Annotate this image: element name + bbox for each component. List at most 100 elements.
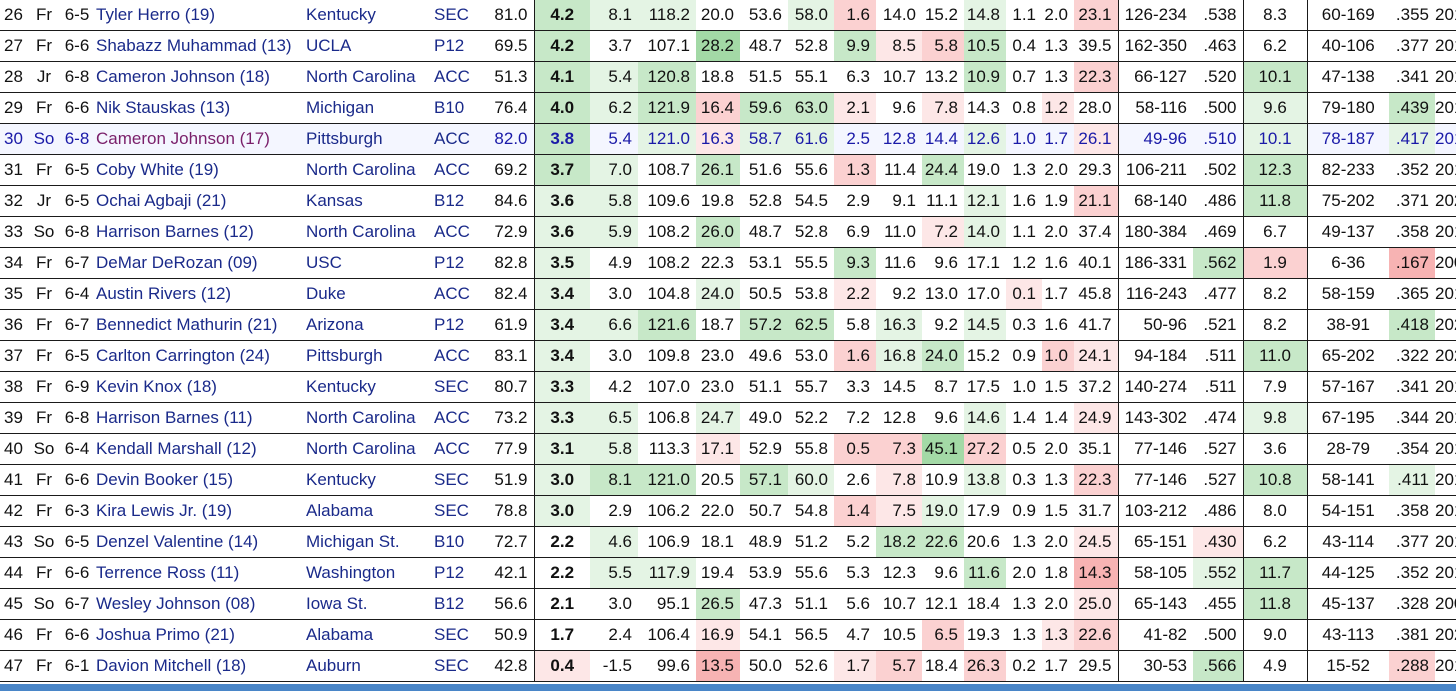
team-link[interactable]: Alabama [306,501,374,520]
name-link[interactable]: Davion Mitchell (18) [96,656,247,675]
conf-link[interactable]: P12 [434,315,465,334]
team-link[interactable]: Pittsburgh [306,346,383,365]
cell-name[interactable]: Devin Booker (15) [96,464,306,496]
name-link[interactable]: Harrison Barnes (11) [96,408,253,427]
cell-name[interactable]: Nik Stauskas (13) [96,92,306,124]
conf-link[interactable]: B12 [434,191,465,210]
cell-name[interactable]: Shabazz Muhammad (13) [96,30,306,62]
conf-link[interactable]: B10 [434,532,465,551]
cell-team[interactable]: Pittsburgh [306,123,434,155]
cell-conf[interactable]: SEC [434,619,480,651]
conf-link[interactable]: ACC [434,408,470,427]
cell-conf[interactable]: B12 [434,185,480,217]
name-link[interactable]: Cameron Johnson (18) [96,67,270,86]
name-link[interactable]: Shabazz Muhammad (13) [96,36,292,55]
name-link[interactable]: Kira Lewis Jr. (19) [96,501,233,520]
team-link[interactable]: Kentucky [306,5,376,24]
team-link[interactable]: North Carolina [306,439,416,458]
team-link[interactable]: Michigan St. [306,532,400,551]
cell-name[interactable]: Denzel Valentine (14) [96,526,306,558]
cell-name[interactable]: Ochai Agbaji (21) [96,185,306,217]
conf-link[interactable]: ACC [434,129,470,148]
cell-team[interactable]: North Carolina [306,61,434,93]
team-link[interactable]: Arizona [306,315,364,334]
team-link[interactable]: Duke [306,284,346,303]
name-link[interactable]: Bennedict Mathurin (21) [96,315,278,334]
conf-link[interactable]: P12 [434,36,465,55]
team-link[interactable]: Kentucky [306,377,376,396]
team-link[interactable]: Michigan [306,98,375,117]
cell-conf[interactable]: P12 [434,309,480,341]
cell-name[interactable]: Carlton Carrington (24) [96,340,306,372]
name-link[interactable]: Ochai Agbaji (21) [96,191,227,210]
cell-name[interactable]: Davion Mitchell (18) [96,650,306,682]
cell-team[interactable]: Michigan St. [306,526,434,558]
team-link[interactable]: Kentucky [306,470,376,489]
cell-name[interactable]: Coby White (19) [96,154,306,186]
cell-name[interactable]: Harrison Barnes (11) [96,402,306,434]
cell-conf[interactable]: SEC [434,495,480,527]
cell-name[interactable]: Kevin Knox (18) [96,371,306,403]
cell-conf[interactable]: B10 [434,92,480,124]
name-link[interactable]: Denzel Valentine (14) [96,532,259,551]
conf-link[interactable]: ACC [434,346,470,365]
cell-team[interactable]: Alabama [306,495,434,527]
cell-team[interactable]: North Carolina [306,402,434,434]
team-link[interactable]: Iowa St. [306,594,368,613]
cell-team[interactable]: Michigan [306,92,434,124]
cell-conf[interactable]: SEC [434,464,480,496]
cell-conf[interactable]: P12 [434,247,480,279]
conf-link[interactable]: SEC [434,656,469,675]
conf-link[interactable]: B12 [434,594,465,613]
cell-name[interactable]: Kira Lewis Jr. (19) [96,495,306,527]
conf-link[interactable]: ACC [434,67,470,86]
cell-conf[interactable]: P12 [434,557,480,589]
conf-link[interactable]: SEC [434,377,469,396]
cell-name[interactable]: Wesley Johnson (08) [96,588,306,620]
cell-name[interactable]: Bennedict Mathurin (21) [96,309,306,341]
cell-conf[interactable]: ACC [434,216,480,248]
cell-team[interactable]: Kentucky [306,464,434,496]
cell-team[interactable]: Arizona [306,309,434,341]
cell-team[interactable]: North Carolina [306,216,434,248]
team-link[interactable]: USC [306,253,342,272]
conf-link[interactable]: ACC [434,222,470,241]
team-link[interactable]: North Carolina [306,222,416,241]
conf-link[interactable]: SEC [434,501,469,520]
conf-link[interactable]: P12 [434,253,465,272]
conf-link[interactable]: ACC [434,160,470,179]
cell-conf[interactable]: P12 [434,30,480,62]
cell-name[interactable]: Austin Rivers (12) [96,278,306,310]
cell-conf[interactable]: ACC [434,402,480,434]
name-link[interactable]: Devin Booker (15) [96,470,234,489]
team-link[interactable]: UCLA [306,36,352,55]
name-link[interactable]: Joshua Primo (21) [96,625,235,644]
team-link[interactable]: Alabama [306,625,374,644]
cell-name[interactable]: DeMar DeRozan (09) [96,247,306,279]
conf-link[interactable]: SEC [434,625,469,644]
cell-team[interactable]: North Carolina [306,154,434,186]
conf-link[interactable]: ACC [434,284,470,303]
name-link[interactable]: Nik Stauskas (13) [96,98,231,117]
cell-conf[interactable]: B10 [434,526,480,558]
name-link[interactable]: Cameron Johnson (17) [96,129,270,148]
team-link[interactable]: Washington [306,563,396,582]
cell-team[interactable]: North Carolina [306,433,434,465]
cell-team[interactable]: Kentucky [306,371,434,403]
cell-team[interactable]: Auburn [306,650,434,682]
team-link[interactable]: Pittsburgh [306,129,383,148]
cell-name[interactable]: Kendall Marshall (12) [96,433,306,465]
cell-team[interactable]: Washington [306,557,434,589]
cell-conf[interactable]: SEC [434,0,480,31]
cell-name[interactable]: Terrence Ross (11) [96,557,306,589]
cell-team[interactable]: Alabama [306,619,434,651]
cell-name[interactable]: Cameron Johnson (17) [96,123,306,155]
cell-team[interactable]: UCLA [306,30,434,62]
name-link[interactable]: Coby White (19) [96,160,219,179]
cell-conf[interactable]: SEC [434,650,480,682]
cell-team[interactable]: USC [306,247,434,279]
name-link[interactable]: Kendall Marshall (12) [96,439,257,458]
conf-link[interactable]: B10 [434,98,465,117]
cell-team[interactable]: Pittsburgh [306,340,434,372]
team-link[interactable]: Auburn [306,656,361,675]
